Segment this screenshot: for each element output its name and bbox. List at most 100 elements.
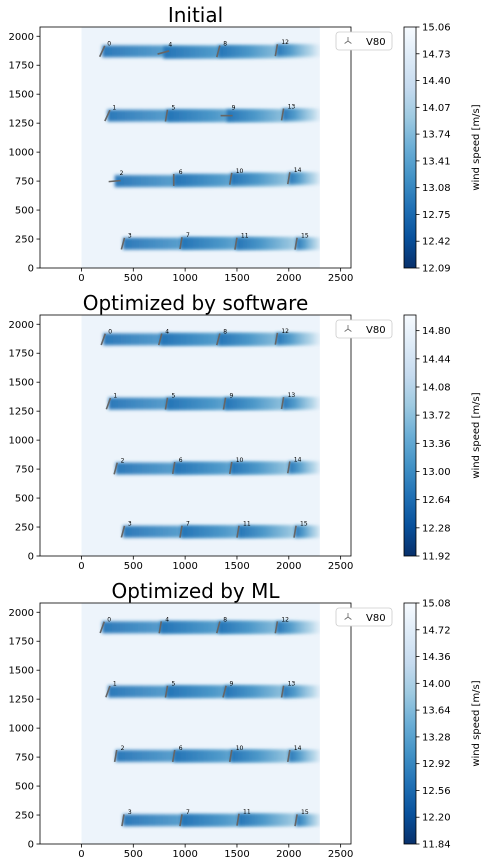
turbine-label: 3 [128,809,132,816]
turbine-2 [108,179,121,183]
wake-13 [282,108,320,121]
turbine-13 [280,685,285,698]
turbine-15 [294,814,298,827]
colorbar-tick-label: 12.56 [422,786,451,797]
y-tick-label: 0 [28,264,34,275]
y-tick-label: 1250 [9,119,34,130]
colorbar-tick-label: 12.20 [422,813,451,824]
wake-14 [288,172,320,185]
turbine-label: 11 [243,521,251,528]
wind-field [81,27,320,268]
wake-13 [282,397,320,410]
turbine-label: 6 [179,169,183,176]
y-tick-label: 1500 [9,378,34,389]
legend-label: V80 [366,37,386,48]
turbine-3 [120,237,126,250]
legend-label: V80 [366,325,386,336]
colorbar-tick-label: 14.07 [422,103,451,114]
turbine-label: 5 [171,681,175,688]
colorbar-tick-label: 15.08 [422,599,451,610]
y-tick-label: 500 [15,206,34,217]
colorbar-gradient [403,26,417,269]
colorbar-tick-label: 14.72 [422,625,451,636]
turbine-label: 15 [300,521,308,528]
y-tick-label: 500 [15,494,34,505]
legend: V80 [335,319,393,339]
turbine-label: 8 [223,40,227,47]
turbine-label: 13 [288,392,296,399]
colorbar-tick-label: 14.36 [422,652,451,663]
y-tick-label: 1500 [9,90,34,101]
turbine-10 [228,172,233,185]
y-tick-label: 750 [15,177,34,188]
turbine-5 [164,685,169,698]
axes-frame [39,26,352,269]
turbine-label: 9 [232,105,236,112]
y-tick-label: 1750 [9,637,34,648]
turbine-10 [228,749,233,762]
colorbar-tick-label: 14.73 [422,49,451,60]
wake-15 [296,814,320,827]
y-tick-label: 1250 [9,407,34,418]
turbine-8 [215,45,221,58]
turbine-label: 11 [243,809,251,816]
y-tick-label: 1500 [9,666,34,677]
y-tick-label: 750 [15,465,34,476]
turbine-label: 1 [112,105,116,112]
colorbar-tick-label: 14.00 [422,679,451,690]
colorbar-tick-label: 15.06 [422,23,451,34]
turbine-4 [157,50,170,55]
turbine-3 [121,814,125,827]
turbine-0 [98,45,106,58]
colorbar-tick-label: 13.36 [422,439,451,450]
axes-frame [39,602,352,845]
turbine-5 [164,397,169,410]
x-tick-label: 2000 [276,561,301,572]
colorbar-tick-label: 13.74 [422,130,451,141]
turbine-label: 7 [186,521,190,528]
turbine-label: 9 [230,393,234,400]
legend-box [335,31,393,51]
wind-turbine-icon [344,37,352,44]
turbine-label: 10 [236,457,244,464]
turbine-label: 14 [294,456,302,463]
turbine-label: 0 [108,328,112,335]
x-tick-label: 1500 [224,849,249,860]
turbine-8 [215,333,221,346]
colorbar-tick-label: 14.80 [422,326,451,337]
turbine-label: 0 [107,616,111,623]
turbine-label: 4 [168,41,172,48]
x-tick-label: 1500 [224,273,249,284]
turbine-label: 15 [301,809,309,816]
turbine-label: 6 [179,457,183,464]
turbine-6 [171,461,176,474]
turbine-12 [274,332,279,345]
colorbar-tick-label: 12.75 [422,210,451,221]
y-tick-label: 1000 [9,148,34,159]
colorbar-label: wind speed [m/s] [471,392,482,478]
y-tick-label: 0 [28,840,34,851]
colorbar-tick-label: 14.08 [422,382,451,393]
colorbar-label: wind speed [m/s] [471,680,482,766]
turbine-3 [120,525,126,538]
turbine-label: 10 [236,745,244,752]
chart-title: Initial [168,3,223,27]
x-tick-label: 500 [124,849,143,860]
x-tick-label: 2500 [328,849,353,860]
y-tick-label: 250 [15,811,34,822]
y-tick-label: 1000 [9,724,34,735]
legend-label: V80 [366,613,386,624]
legend-box [335,319,393,339]
turbine-4 [157,333,163,346]
y-tick-label: 250 [15,235,34,246]
turbine-label: 11 [241,233,249,240]
turbine-label: 14 [294,745,302,752]
wind-turbine-icon [344,613,352,620]
turbine-label: 0 [107,40,111,47]
y-tick-label: 750 [15,753,34,764]
colorbar-tick-label: 13.72 [422,411,451,422]
turbine-label: 15 [301,233,309,240]
x-tick-label: 0 [78,561,84,572]
